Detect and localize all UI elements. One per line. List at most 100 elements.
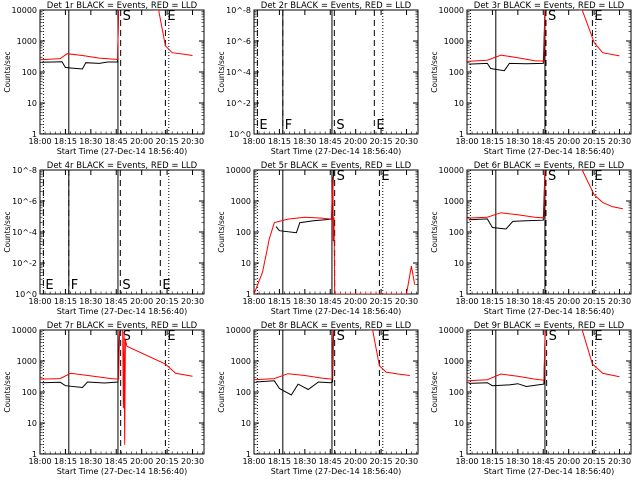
- y-tick-label: 10: [241, 419, 251, 428]
- x-axis-label: Start Time (27-Dec-14 18:56:40): [57, 147, 188, 156]
- x-tick-label: 20:30: [395, 457, 418, 466]
- y-tick-label: 100: [449, 68, 464, 77]
- event-marker-label: S: [122, 278, 130, 293]
- y-tick-label: 10^-2: [12, 259, 37, 268]
- x-tick-label: 18:30: [79, 457, 102, 466]
- event-marker-label: E: [381, 169, 389, 184]
- y-tick-label: 10: [241, 259, 251, 268]
- y-axis-label: Counts/sec: [430, 371, 439, 412]
- panel-det-9: Det 9r BLACK = Events, RED = LLD Counts/s…: [430, 321, 632, 476]
- event-marker-label: S: [337, 329, 345, 344]
- x-tick-label: 18:15: [268, 297, 291, 306]
- x-tick-label: 18:45: [532, 297, 555, 306]
- x-tick-label: 18:30: [79, 297, 102, 306]
- y-tick-label: 1: [32, 130, 37, 139]
- event-marker-label: E: [259, 118, 267, 133]
- x-tick-label: 18:00: [28, 297, 51, 306]
- series-line-lld: [40, 330, 193, 445]
- x-tick-label: 20:15: [156, 457, 179, 466]
- event-marker-label: S: [337, 169, 345, 184]
- y-tick-label: 1000: [444, 37, 464, 46]
- series-line-events: [468, 170, 546, 230]
- x-tick-label: 18:45: [105, 457, 128, 466]
- y-tick-label: 10000: [439, 6, 464, 15]
- panel-title: Det 4r BLACK = Events, RED = LLD: [47, 161, 198, 171]
- y-tick-label: 1000: [444, 357, 464, 366]
- x-tick-label: 18:45: [105, 297, 128, 306]
- x-tick-label: 18:00: [28, 457, 51, 466]
- y-tick-label: 10: [454, 419, 464, 428]
- event-marker-label: E: [594, 329, 602, 344]
- panel-title: Det 8r BLACK = Events, RED = LLD: [261, 321, 412, 331]
- event-marker-label: E: [594, 9, 602, 24]
- x-tick-label: 20:30: [608, 137, 631, 146]
- x-axis-label: Start Time (27-Dec-14 18:56:40): [271, 467, 402, 476]
- y-tick-label: 10000: [226, 166, 251, 175]
- x-tick-label: 18:15: [481, 297, 504, 306]
- y-tick-label: 10: [454, 99, 464, 108]
- series-line-lld: [467, 170, 623, 219]
- event-marker-label: E: [381, 329, 389, 344]
- x-tick-label: 20:00: [344, 137, 367, 146]
- y-tick-label: 1: [246, 290, 251, 299]
- y-tick-label: 10^0: [15, 290, 37, 299]
- x-tick-label: 20:30: [608, 297, 631, 306]
- series-line-lld: [467, 10, 620, 62]
- y-tick-label: 10000: [439, 166, 464, 175]
- plot-frame: [466, 9, 632, 135]
- x-tick-label: 20:30: [181, 297, 204, 306]
- x-tick-label: 18:15: [54, 137, 77, 146]
- x-tick-label: 18:00: [455, 137, 478, 146]
- series-line-events: [468, 330, 546, 388]
- panel-title: Det 2r BLACK = Events, RED = LLD: [261, 1, 412, 11]
- y-tick-label: 10^-4: [226, 68, 251, 77]
- plot-frame: [253, 329, 419, 455]
- x-tick-label: 18:30: [506, 457, 529, 466]
- event-marker-label: S: [548, 169, 556, 184]
- panel-det-7: Det 7r BLACK = Events, RED = LLD Counts/s…: [3, 321, 205, 476]
- x-tick-label: 20:30: [395, 137, 418, 146]
- x-tick-label: 20:00: [557, 457, 580, 466]
- x-tick-label: 18:15: [54, 297, 77, 306]
- y-axis-label: Counts/sec: [3, 211, 12, 252]
- panel-det-5: Det 5r BLACK = Events, RED = LLD Counts/s…: [217, 161, 419, 316]
- series-line-events: [255, 330, 335, 396]
- x-tick-label: 20:15: [583, 137, 606, 146]
- x-tick-label: 20:15: [156, 297, 179, 306]
- y-axis-label: Counts/sec: [217, 211, 226, 252]
- series-line-lld: [40, 10, 193, 61]
- event-marker-label: E: [45, 278, 53, 293]
- event-marker-label: F: [71, 278, 78, 293]
- y-tick-label: 100: [236, 388, 251, 397]
- x-tick-label: 20:00: [557, 137, 580, 146]
- x-tick-label: 20:15: [583, 457, 606, 466]
- x-tick-label: 20:00: [344, 457, 367, 466]
- y-tick-label: 1: [246, 450, 251, 459]
- x-tick-label: 20:15: [583, 297, 606, 306]
- plot-frame: [39, 169, 205, 295]
- x-tick-label: 20:15: [156, 137, 179, 146]
- x-tick-label: 18:15: [268, 457, 291, 466]
- panel-det-2: Det 2r BLACK = Events, RED = LLD Counts/s…: [217, 1, 419, 156]
- x-tick-label: 20:00: [130, 137, 153, 146]
- x-tick-label: 20:00: [557, 297, 580, 306]
- y-tick-label: 10000: [226, 326, 251, 335]
- event-marker-label: S: [548, 9, 556, 24]
- series-line-lld: [467, 330, 620, 382]
- x-tick-label: 18:15: [481, 137, 504, 146]
- y-axis-label: Counts/sec: [430, 51, 439, 92]
- series-line-lld: [254, 176, 416, 294]
- y-tick-label: 1000: [231, 357, 251, 366]
- x-tick-label: 18:00: [242, 457, 265, 466]
- y-tick-label: 10000: [12, 6, 37, 15]
- panel-det-3: Det 3r BLACK = Events, RED = LLD Counts/s…: [430, 1, 632, 156]
- y-axis-label: Counts/sec: [430, 211, 439, 252]
- plot-frame: [39, 329, 205, 455]
- x-tick-label: 18:30: [293, 137, 316, 146]
- x-tick-label: 18:00: [455, 297, 478, 306]
- y-tick-label: 10^-6: [12, 197, 37, 206]
- x-tick-label: 18:00: [455, 457, 478, 466]
- series-line-events: [275, 170, 335, 234]
- y-tick-label: 10^0: [229, 130, 251, 139]
- y-tick-label: 1: [459, 290, 464, 299]
